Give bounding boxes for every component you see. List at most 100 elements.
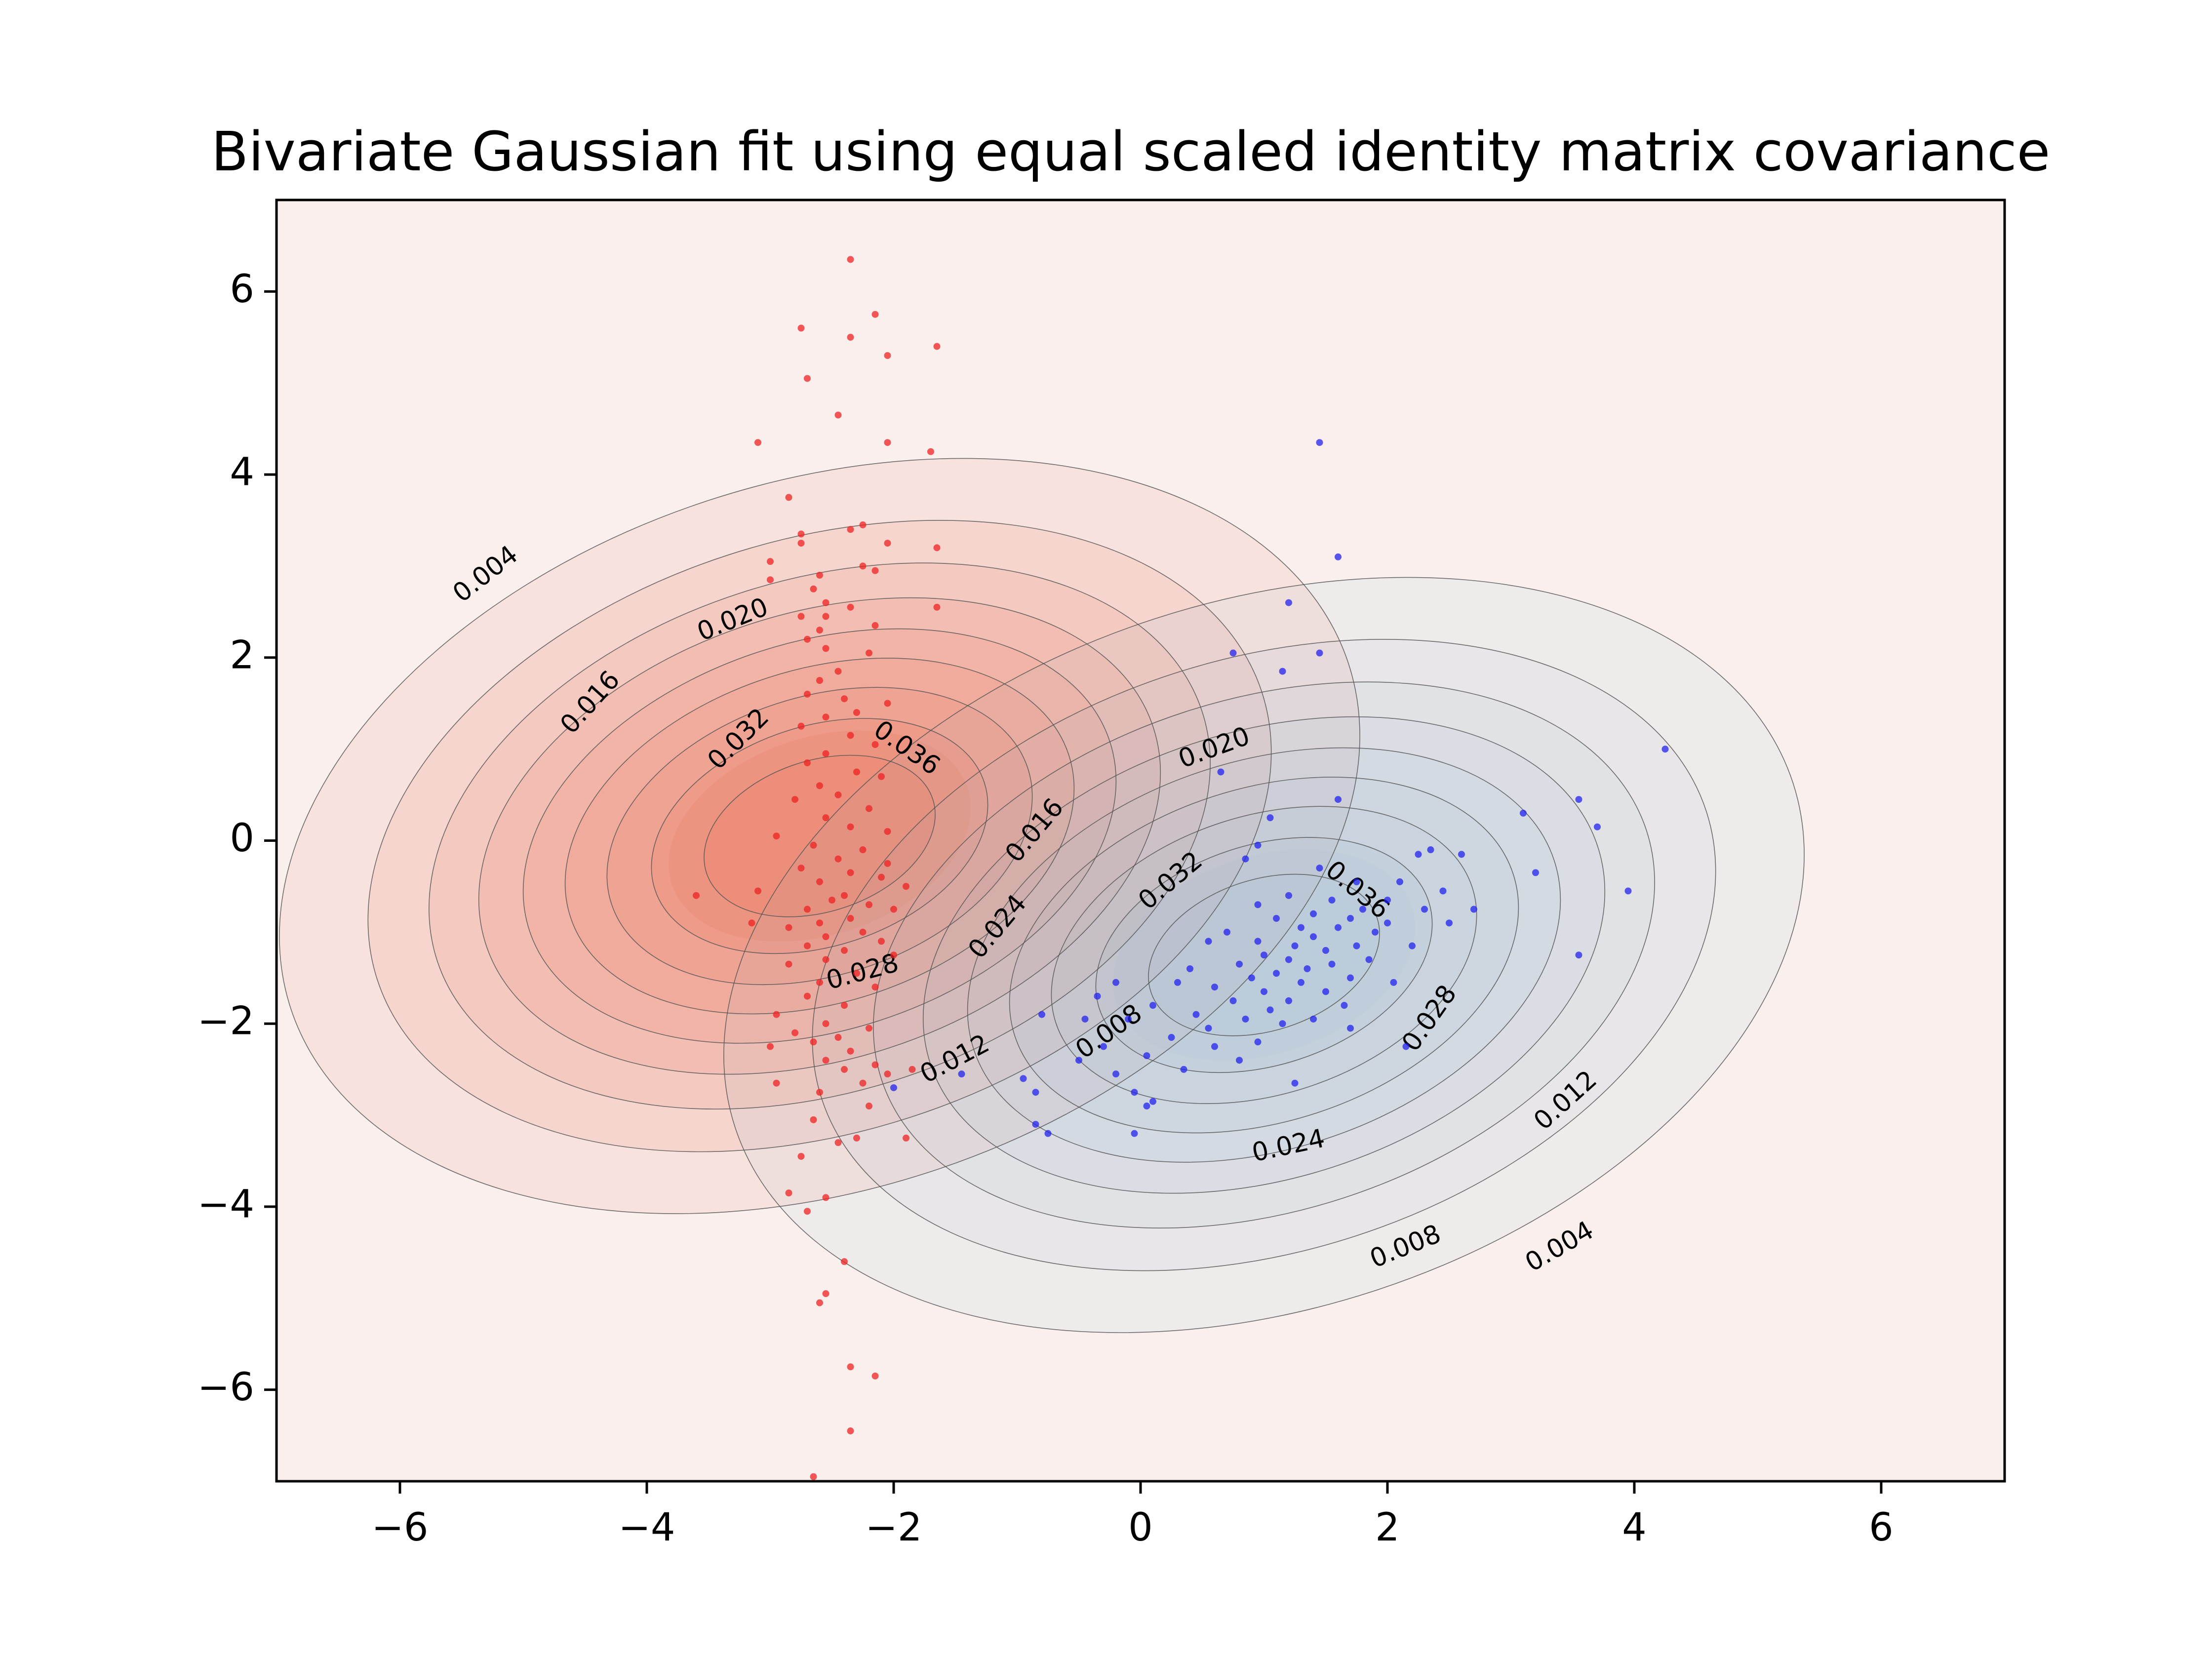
red-data-point xyxy=(810,1038,817,1046)
red-data-point xyxy=(797,865,805,872)
y-tick-label: −6 xyxy=(198,1365,254,1410)
red-data-point xyxy=(810,585,817,592)
red-data-point xyxy=(871,311,879,318)
blue-data-point xyxy=(1261,951,1267,959)
red-data-point xyxy=(804,635,811,643)
blue-data-point xyxy=(1458,851,1465,858)
blue-data-point xyxy=(1254,1038,1262,1046)
red-data-point xyxy=(884,828,891,835)
red-data-point xyxy=(847,526,854,533)
red-data-point xyxy=(816,571,823,579)
blue-data-point xyxy=(1279,1020,1286,1027)
y-tick-label: −4 xyxy=(198,1182,254,1226)
red-data-point xyxy=(847,256,854,263)
blue-data-point xyxy=(1470,906,1477,913)
blue-data-point xyxy=(1236,1057,1243,1064)
blue-data-point xyxy=(1575,796,1582,803)
blue-data-point xyxy=(1254,901,1262,908)
red-data-point xyxy=(841,1258,848,1265)
red-data-point xyxy=(804,906,811,913)
red-data-point xyxy=(816,1089,823,1096)
red-data-point xyxy=(785,494,792,501)
y-tick-label: −2 xyxy=(198,999,254,1044)
blue-data-point xyxy=(1594,823,1601,830)
blue-data-point xyxy=(1038,1011,1045,1018)
red-data-point xyxy=(804,942,811,949)
red-data-point xyxy=(866,1103,872,1110)
blue-data-point xyxy=(1341,1002,1348,1009)
red-data-point xyxy=(804,375,811,382)
blue-data-point xyxy=(1229,997,1237,1004)
red-data-point xyxy=(847,334,854,341)
blue-data-point xyxy=(1384,896,1391,904)
red-data-point xyxy=(767,558,774,565)
blue-data-point xyxy=(1211,1043,1218,1050)
y-axis: −6 −4 −2 0 2 4 6 xyxy=(198,267,276,1410)
blue-data-point xyxy=(1409,942,1416,949)
contour-lines xyxy=(279,458,1805,1333)
red-data-point xyxy=(810,1116,817,1123)
red-data-point xyxy=(859,1079,867,1087)
red-data-point xyxy=(822,1290,830,1298)
red-data-point xyxy=(859,928,867,936)
blue-data-point xyxy=(1285,599,1292,606)
contour-line-2-9 xyxy=(1148,873,1380,1036)
density-band-1-6 xyxy=(565,658,1074,1014)
red-data-point xyxy=(822,750,830,757)
blue-data-point xyxy=(1365,956,1373,963)
blue-data-point xyxy=(1335,924,1342,931)
contour-line-1-3 xyxy=(429,562,1211,1110)
red-data-point xyxy=(822,713,830,721)
y-tick-label: 6 xyxy=(230,267,254,312)
blue-data-point xyxy=(1125,1015,1132,1023)
blue-data-point xyxy=(1094,992,1101,1000)
blue-data-point xyxy=(958,1070,965,1078)
blue-data-point xyxy=(1273,915,1280,922)
red-data-point xyxy=(822,933,830,941)
blue-data-point xyxy=(1100,1043,1107,1050)
red-data-point xyxy=(884,700,891,707)
blue-data-point xyxy=(1328,896,1336,904)
blue-data-point xyxy=(1248,974,1255,982)
blue-data-point xyxy=(1335,553,1342,560)
contour-line-2-6 xyxy=(1009,777,1519,1134)
blue-data-point xyxy=(1316,865,1323,872)
blue-data-point xyxy=(1032,1121,1039,1128)
red-data-point xyxy=(841,892,848,899)
red-data-point xyxy=(797,722,805,730)
red-data-point xyxy=(878,873,885,881)
blue-data-point xyxy=(1168,1034,1175,1041)
contour-line-2-7 xyxy=(1051,806,1477,1104)
red-data-point xyxy=(890,906,897,913)
red-data-point xyxy=(816,979,823,986)
red-data-point xyxy=(847,1427,854,1435)
blue-data-point xyxy=(1520,809,1527,817)
plot-background xyxy=(276,200,2005,1481)
blue-data-point xyxy=(1174,979,1181,986)
red-data-point xyxy=(791,1029,798,1036)
red-data-point xyxy=(847,869,854,876)
red-data-point xyxy=(834,1139,842,1146)
blue-data-point xyxy=(1266,1006,1274,1014)
red-data-point xyxy=(829,896,835,904)
contour-line-1-6 xyxy=(564,658,1075,1015)
blue-data-point xyxy=(1347,974,1354,982)
blue-data-point xyxy=(1266,814,1274,822)
red-data-point xyxy=(834,791,842,798)
blue-data-point xyxy=(1143,1103,1150,1110)
red-data-point xyxy=(871,1061,879,1068)
red-data-point xyxy=(866,805,872,812)
blue-data-point xyxy=(1224,928,1230,936)
red-data-point xyxy=(841,695,848,703)
blue-data-point xyxy=(1304,965,1311,972)
red-data-point xyxy=(884,1070,891,1078)
blue-data-point xyxy=(1149,1098,1156,1105)
red-data-point xyxy=(853,709,860,716)
red-data-point xyxy=(816,627,823,634)
density-band-1-9 xyxy=(704,755,936,917)
density-band-1-2 xyxy=(368,520,1271,1152)
x-tick-label: −6 xyxy=(372,1505,429,1550)
blue-data-point xyxy=(1131,1089,1138,1096)
blue-data-point xyxy=(1390,979,1397,986)
red-data-point xyxy=(871,984,879,991)
